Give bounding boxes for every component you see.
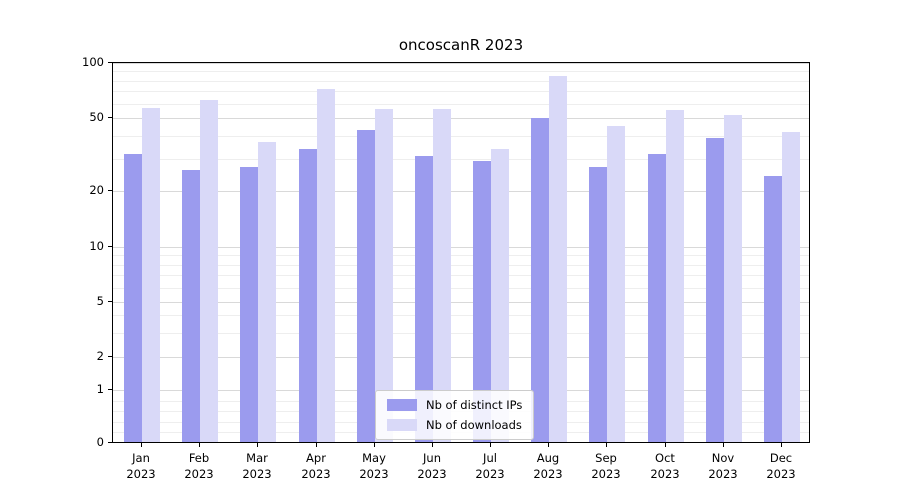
y-tick-label: 20	[89, 183, 104, 197]
y-tick-label: 100	[82, 55, 104, 69]
bar-downloads-jan	[142, 108, 160, 442]
bar-distinct-ips-apr	[299, 149, 317, 442]
bar-distinct-ips-aug	[531, 118, 549, 442]
x-tick-label: Mar 2023	[242, 451, 272, 481]
bar-downloads-feb	[200, 100, 218, 442]
x-tick-label: Apr 2023	[301, 451, 331, 481]
legend-item-distinct-ips: Nb of distinct IPs	[387, 398, 522, 412]
legend: Nb of distinct IPs Nb of downloads	[375, 390, 535, 440]
major-gridline	[113, 118, 809, 119]
y-tick-mark	[108, 117, 112, 118]
bar-distinct-ips-jun	[415, 156, 433, 442]
major-gridline	[113, 302, 809, 303]
bar-downloads-aug	[549, 76, 567, 442]
minor-gridline	[113, 333, 809, 334]
bar-distinct-ips-jul	[473, 161, 491, 442]
x-tick-label: Nov 2023	[708, 451, 738, 481]
bar-distinct-ips-sep	[589, 167, 607, 442]
bar-downloads-sep	[607, 126, 625, 442]
bar-distinct-ips-dec	[764, 176, 782, 442]
y-tick-mark	[108, 389, 112, 390]
minor-gridline	[113, 159, 809, 160]
bar-downloads-apr	[317, 89, 335, 442]
major-gridline	[113, 63, 809, 64]
bar-downloads-nov	[724, 115, 742, 442]
bar-distinct-ips-nov	[706, 138, 724, 442]
y-tick-mark	[108, 356, 112, 357]
x-tick-mark	[257, 443, 258, 447]
x-tick-mark	[665, 443, 666, 447]
x-tick-mark	[723, 443, 724, 447]
x-tick-label: Sep 2023	[591, 451, 621, 481]
minor-gridline	[113, 71, 809, 72]
bar-distinct-ips-oct	[648, 154, 666, 442]
x-tick-label: Jun 2023	[417, 451, 447, 481]
legend-swatch-distinct-ips	[387, 399, 417, 411]
x-tick-mark	[432, 443, 433, 447]
minor-gridline	[113, 91, 809, 92]
y-tick-mark	[108, 190, 112, 191]
x-tick-label: Jul 2023	[475, 451, 505, 481]
minor-gridline	[113, 275, 809, 276]
x-tick-label: Aug 2023	[533, 451, 563, 481]
bar-downloads-jul	[491, 149, 509, 442]
x-tick-label: Feb 2023	[184, 451, 214, 481]
x-tick-mark	[374, 443, 375, 447]
bar-downloads-oct	[666, 110, 684, 442]
minor-gridline	[113, 315, 809, 316]
minor-gridline	[113, 288, 809, 289]
minor-gridline	[113, 265, 809, 266]
y-tick-mark	[108, 62, 112, 63]
x-tick-label: Jan 2023	[126, 451, 156, 481]
y-tick-label: 5	[96, 294, 104, 308]
bar-distinct-ips-mar	[240, 167, 258, 442]
major-gridline	[113, 247, 809, 248]
bar-downloads-may	[375, 109, 393, 442]
x-tick-mark	[141, 443, 142, 447]
y-tick-mark	[108, 301, 112, 302]
legend-label-downloads: Nb of downloads	[426, 418, 522, 432]
x-tick-mark	[490, 443, 491, 447]
legend-label-distinct-ips: Nb of distinct IPs	[426, 398, 523, 412]
major-gridline	[113, 191, 809, 192]
legend-item-downloads: Nb of downloads	[387, 418, 522, 432]
bar-distinct-ips-may	[357, 130, 375, 442]
x-tick-mark	[199, 443, 200, 447]
minor-gridline	[113, 104, 809, 105]
x-tick-mark	[606, 443, 607, 447]
x-tick-label: Dec 2023	[766, 451, 796, 481]
bar-downloads-mar	[258, 142, 276, 442]
legend-swatch-downloads	[387, 419, 417, 431]
y-tick-mark	[108, 442, 112, 443]
x-tick-mark	[316, 443, 317, 447]
plot-area	[112, 62, 810, 443]
major-gridline	[113, 357, 809, 358]
minor-gridline	[113, 136, 809, 137]
y-tick-label: 0	[96, 435, 104, 449]
x-tick-label: Oct 2023	[650, 451, 680, 481]
bar-downloads-dec	[782, 132, 800, 442]
x-tick-mark	[548, 443, 549, 447]
y-tick-label: 50	[89, 110, 104, 124]
bar-distinct-ips-jan	[124, 154, 142, 442]
y-tick-label: 1	[96, 382, 104, 396]
x-tick-label: May 2023	[359, 451, 389, 481]
x-tick-mark	[781, 443, 782, 447]
chart-title: oncoscanR 2023	[398, 36, 524, 54]
minor-gridline	[113, 255, 809, 256]
y-tick-label: 10	[89, 239, 104, 253]
y-tick-label: 2	[96, 349, 104, 363]
bar-distinct-ips-feb	[182, 170, 200, 442]
minor-gridline	[113, 81, 809, 82]
bar-downloads-jun	[433, 109, 451, 442]
y-tick-mark	[108, 246, 112, 247]
